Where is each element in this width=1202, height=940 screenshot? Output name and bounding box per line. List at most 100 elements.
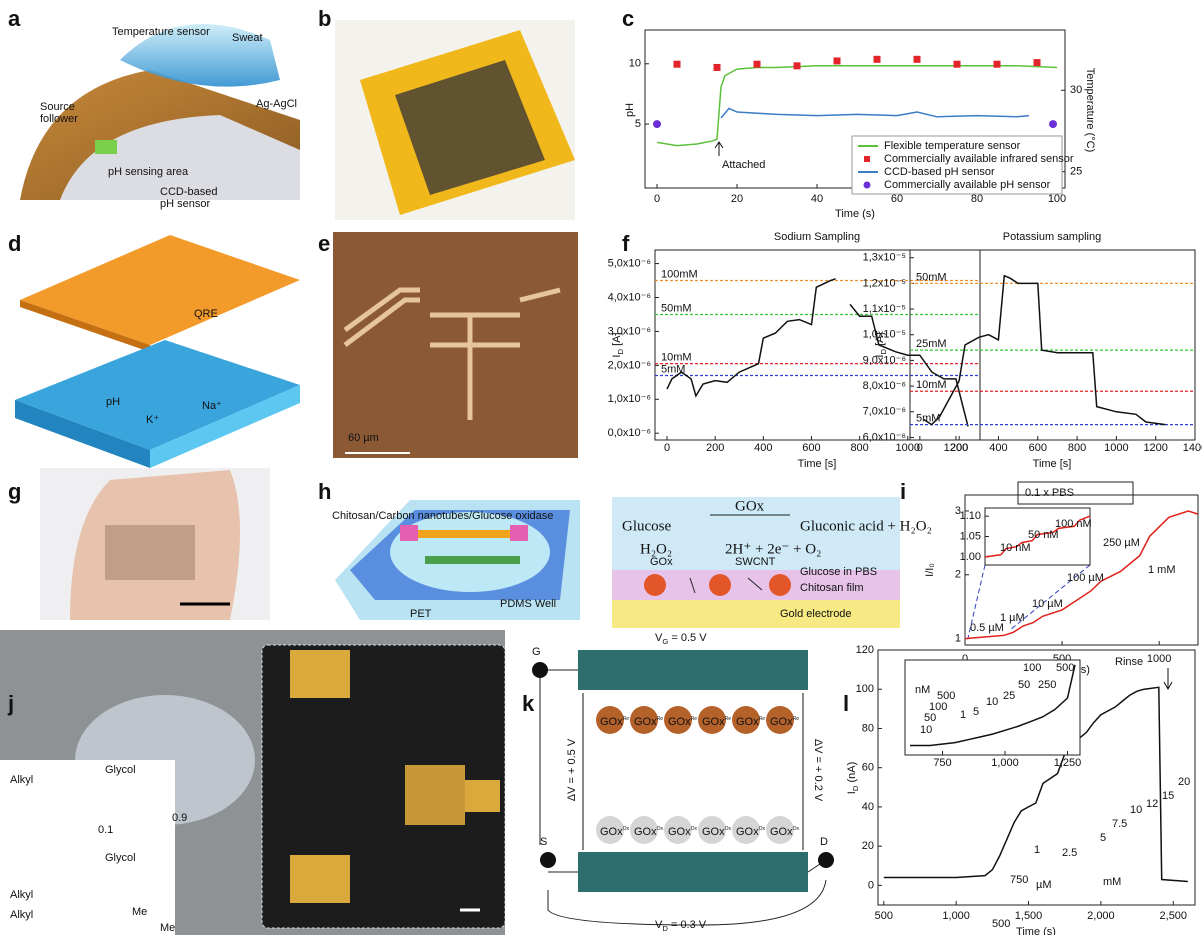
label: Ag-AgCl (256, 98, 297, 110)
x-tick-label: 2,000 (1087, 910, 1115, 922)
panel-i-inset-connectors (967, 564, 1091, 639)
y-tick-label: 0 (868, 879, 874, 891)
annotation: 10 µM (1032, 598, 1063, 610)
label: K⁺ (146, 414, 159, 426)
gox-sup: Re (759, 716, 766, 722)
label: Gluconic acid + H₂O₂ (800, 518, 932, 534)
x-tick-label: 600 (1029, 442, 1047, 454)
y-axis-label-sub: D (851, 785, 860, 791)
label: Gold electrode (780, 608, 852, 620)
annotation: 100 (1023, 662, 1041, 674)
annotation: Rinse (1115, 656, 1143, 668)
label: G (532, 646, 541, 658)
gox-text: GOx (600, 716, 623, 728)
x-tick-label: 1200 (944, 442, 968, 454)
label: 0.9 (172, 812, 187, 824)
annotation: 10 (986, 696, 998, 708)
annotation: nM (915, 684, 930, 696)
x-tick-label: 1,000 (942, 910, 970, 922)
gox-sup: Re (725, 716, 732, 722)
x-axis-label: Time [s] (798, 458, 837, 470)
annotation: 10 nM (1000, 542, 1031, 554)
y-tick-label: 0,0x10⁻⁶ (608, 427, 651, 439)
reference-label: 25mM (916, 338, 947, 350)
annotation: 250 (1038, 679, 1056, 691)
panel-letter: h (318, 479, 331, 504)
x-tick-label: 0 (654, 193, 660, 205)
annotation: 1 µM (1000, 612, 1025, 624)
chart-title: Potassium sampling (1003, 231, 1101, 243)
annotation: µM (1036, 879, 1052, 891)
annotation: 500 (937, 690, 955, 702)
gox-sup: Ox (725, 826, 732, 832)
gox-label: GOxRe (736, 716, 765, 728)
panel-letter: f (622, 231, 630, 256)
gox-oxidised (596, 816, 624, 844)
panel-letter: e (318, 231, 330, 256)
panel-j-photo (0, 630, 506, 935)
panel-letter: a (8, 6, 21, 31)
annotation: 500 (992, 918, 1010, 930)
label: S (540, 836, 547, 848)
y-axis-label: pH (624, 103, 636, 117)
y-tick-label: 9,0x10⁻⁶ (863, 354, 906, 366)
x-tick-label: 60 (891, 193, 903, 205)
y-tick-label: 5 (635, 118, 641, 130)
label: Glucose in PBS (800, 566, 877, 578)
annotation: 5 (973, 706, 979, 718)
label: follower (40, 113, 78, 125)
data-line (910, 664, 1076, 747)
label: VD = 0.3 V (655, 919, 707, 933)
x-tick-label: 1000 (1147, 653, 1171, 665)
marker (833, 57, 841, 65)
label-main: V (655, 919, 663, 931)
annotation: 10 (920, 724, 932, 736)
label-rest: = 0.5 V (668, 632, 707, 644)
x-tick-label: 20 (731, 193, 743, 205)
panel-e-micrograph (333, 232, 578, 458)
x-tick-label: 0 (664, 442, 670, 454)
annotation: 10 (1130, 804, 1142, 816)
label: Chitosan/Carbon nanotubes/Glucose oxidas… (332, 510, 553, 522)
x-axis-label: Time (s) (835, 208, 875, 220)
annotation: 50 nM (1028, 529, 1059, 541)
gox-oxidised (630, 816, 658, 844)
annotation: 12 (1146, 798, 1158, 810)
legend-box (851, 135, 1063, 195)
label: ΔV = + 0.5 V (566, 738, 578, 801)
annotation: 7.5 (1112, 818, 1127, 830)
gox-label: GOxRe (600, 716, 629, 728)
pbs-box (1017, 481, 1134, 505)
gox-label: GOxOx (668, 826, 698, 838)
marker (793, 62, 801, 70)
annotation: 1 mM (1148, 564, 1176, 576)
x-tick-label: 800 (1068, 442, 1086, 454)
label: ΔV = + 0.2 V (812, 739, 824, 802)
gox-sup: Re (623, 716, 630, 722)
label: Sweat (232, 32, 263, 44)
gox-label: GOxRe (702, 716, 731, 728)
x-tick-label: 0 (917, 442, 923, 454)
label: pH (106, 396, 120, 408)
label: H₂O₂ (640, 541, 672, 557)
x-tick-label: 1000 (896, 442, 920, 454)
annotation: 1 (1034, 844, 1040, 856)
gox-text: GOx (702, 826, 725, 838)
gox-label: GOxRe (668, 716, 697, 728)
label: Alkyl (10, 889, 33, 901)
legend-label: Commercially available pH sensor (884, 179, 1051, 191)
panel-d-illustration (15, 235, 300, 468)
label-rest: = 0.3 V (668, 919, 707, 931)
reference-label: 100mM (661, 268, 698, 280)
x-tick-label: 400 (754, 442, 772, 454)
annotation: 50 (1018, 679, 1030, 691)
y-tick-label: 1.00 (960, 551, 981, 563)
label: Alkyl (10, 774, 33, 786)
y-tick-label: 1,3x10⁻⁵ (863, 252, 906, 264)
gox-sup: Re (793, 716, 800, 722)
marker (753, 60, 761, 68)
legend-label: CCD-based pH sensor (884, 166, 995, 178)
annotation: 100 (929, 701, 947, 713)
gox-text: GOx (770, 716, 793, 728)
